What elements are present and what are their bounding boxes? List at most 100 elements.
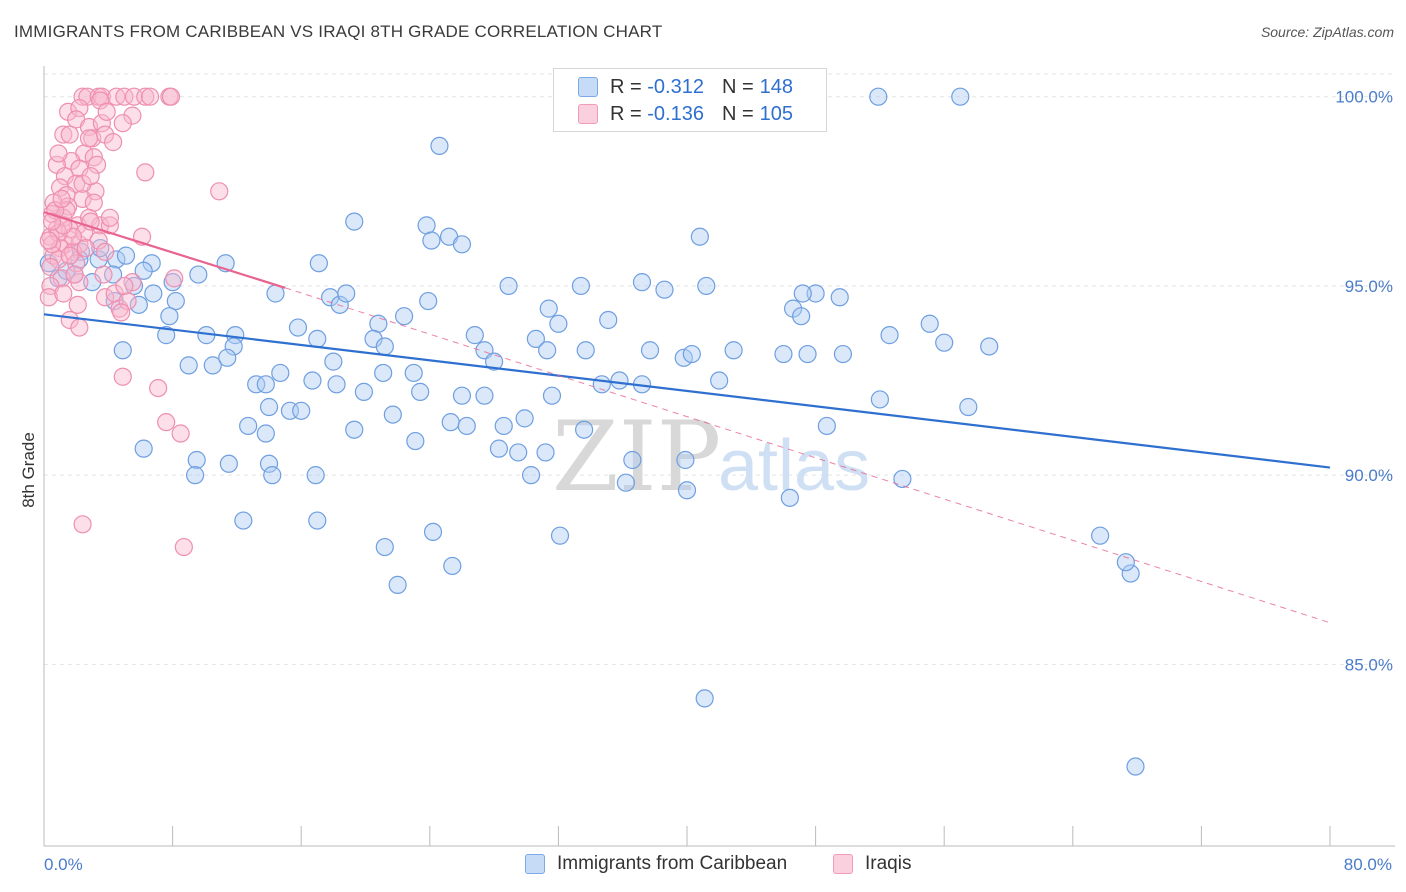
- point-caribbean: [869, 87, 888, 106]
- r-label: R =: [610, 75, 642, 98]
- point-iraqis: [54, 125, 73, 144]
- point-iraqis: [91, 216, 110, 235]
- point-iraqis: [136, 87, 155, 106]
- point-caribbean: [1121, 564, 1140, 583]
- point-iraqis: [52, 189, 71, 208]
- y-axis-label: 8th Grade: [19, 432, 38, 508]
- point-iraqis: [87, 155, 107, 174]
- point-caribbean: [375, 537, 394, 557]
- point-caribbean: [417, 216, 436, 235]
- point-iraqis: [104, 133, 123, 152]
- point-caribbean: [337, 284, 356, 303]
- point-caribbean: [538, 341, 557, 360]
- point-iraqis: [79, 129, 99, 148]
- y-tick-label: 90.0%: [1345, 466, 1393, 485]
- point-iraqis: [113, 114, 132, 133]
- point-caribbean: [571, 276, 591, 296]
- point-iraqis: [68, 295, 87, 314]
- legend-label-iraqis: Iraqis: [865, 853, 912, 874]
- point-caribbean: [263, 466, 282, 485]
- point-caribbean: [452, 386, 472, 405]
- point-caribbean: [509, 443, 528, 462]
- point-caribbean: [457, 416, 476, 436]
- point-caribbean: [303, 371, 322, 390]
- point-caribbean: [234, 511, 253, 530]
- trend-line-iraqis: [43, 211, 286, 289]
- point-caribbean: [419, 291, 438, 311]
- point-iraqis: [115, 276, 134, 296]
- point-caribbean: [452, 235, 472, 254]
- point-caribbean: [539, 299, 558, 318]
- point-caribbean: [327, 375, 346, 394]
- point-caribbean: [423, 522, 443, 542]
- point-iraqis: [100, 208, 120, 227]
- point-caribbean: [610, 371, 629, 390]
- point-iraqis: [136, 163, 155, 182]
- r-label: R =: [610, 102, 642, 125]
- point-iraqis: [84, 193, 103, 212]
- point-caribbean: [833, 344, 853, 364]
- point-caribbean: [870, 390, 890, 409]
- point-iraqis: [97, 102, 116, 121]
- point-iraqis: [95, 242, 115, 261]
- caribbean-swatch: [578, 77, 598, 97]
- point-caribbean: [542, 386, 562, 405]
- point-caribbean: [780, 488, 799, 507]
- point-caribbean: [793, 284, 812, 303]
- point-caribbean: [113, 341, 132, 360]
- point-caribbean: [485, 352, 504, 371]
- legend-item-iraqis[interactable]: Iraqis: [833, 852, 911, 876]
- point-caribbean: [640, 341, 660, 360]
- point-caribbean: [521, 466, 541, 485]
- point-caribbean: [189, 265, 208, 284]
- point-caribbean: [157, 326, 176, 345]
- point-caribbean: [920, 314, 939, 333]
- point-iraqis: [54, 216, 73, 235]
- trend-line-caribbean: [43, 313, 1331, 469]
- legend-item-caribbean[interactable]: Immigrants from Caribbean: [525, 852, 787, 876]
- point-caribbean: [239, 416, 258, 436]
- point-caribbean: [632, 273, 652, 292]
- chart-title: IMMIGRANTS FROM CARIBBEAN VS IRAQI 8TH G…: [14, 22, 663, 41]
- point-caribbean: [526, 329, 545, 349]
- point-caribbean: [406, 431, 425, 451]
- point-caribbean: [690, 227, 709, 246]
- point-caribbean: [549, 314, 568, 333]
- point-iraqis: [67, 254, 86, 273]
- point-iraqis: [81, 167, 100, 186]
- point-caribbean: [129, 295, 148, 314]
- watermark-atlas: atlas: [718, 426, 870, 506]
- stats-row-iraqis: R = -0.136 N = 105: [578, 102, 793, 126]
- point-caribbean: [134, 439, 153, 458]
- point-caribbean: [271, 363, 290, 383]
- point-caribbean: [774, 344, 793, 364]
- watermark: ZIP atlas: [552, 401, 870, 513]
- point-iraqis: [41, 257, 60, 277]
- point-caribbean: [345, 212, 364, 231]
- point-caribbean: [710, 371, 729, 390]
- point-caribbean: [292, 401, 311, 420]
- point-caribbean: [792, 307, 811, 326]
- y-tick-label: 95.0%: [1345, 277, 1393, 296]
- grid-lines: [44, 73, 1395, 665]
- point-caribbean: [388, 575, 407, 594]
- point-iraqis: [60, 246, 79, 265]
- point-iraqis: [73, 87, 92, 106]
- legend-label-caribbean: Immigrants from Caribbean: [557, 853, 788, 874]
- point-caribbean: [576, 341, 595, 360]
- point-caribbean: [1116, 553, 1135, 572]
- point-caribbean: [599, 310, 618, 330]
- source-credit: Source: ZipAtlas.com: [1260, 24, 1394, 40]
- point-caribbean: [247, 375, 266, 394]
- point-caribbean: [441, 413, 460, 432]
- point-caribbean: [256, 375, 275, 394]
- point-caribbean: [443, 556, 462, 576]
- r-value-iraqis: -0.136: [647, 102, 704, 125]
- point-iraqis: [70, 98, 89, 118]
- n-label: N =: [721, 75, 754, 98]
- point-caribbean: [394, 307, 414, 326]
- trend-lines: [43, 211, 1331, 624]
- point-caribbean: [575, 420, 594, 439]
- point-caribbean: [383, 405, 402, 424]
- legend-swatch-caribbean: [525, 854, 545, 874]
